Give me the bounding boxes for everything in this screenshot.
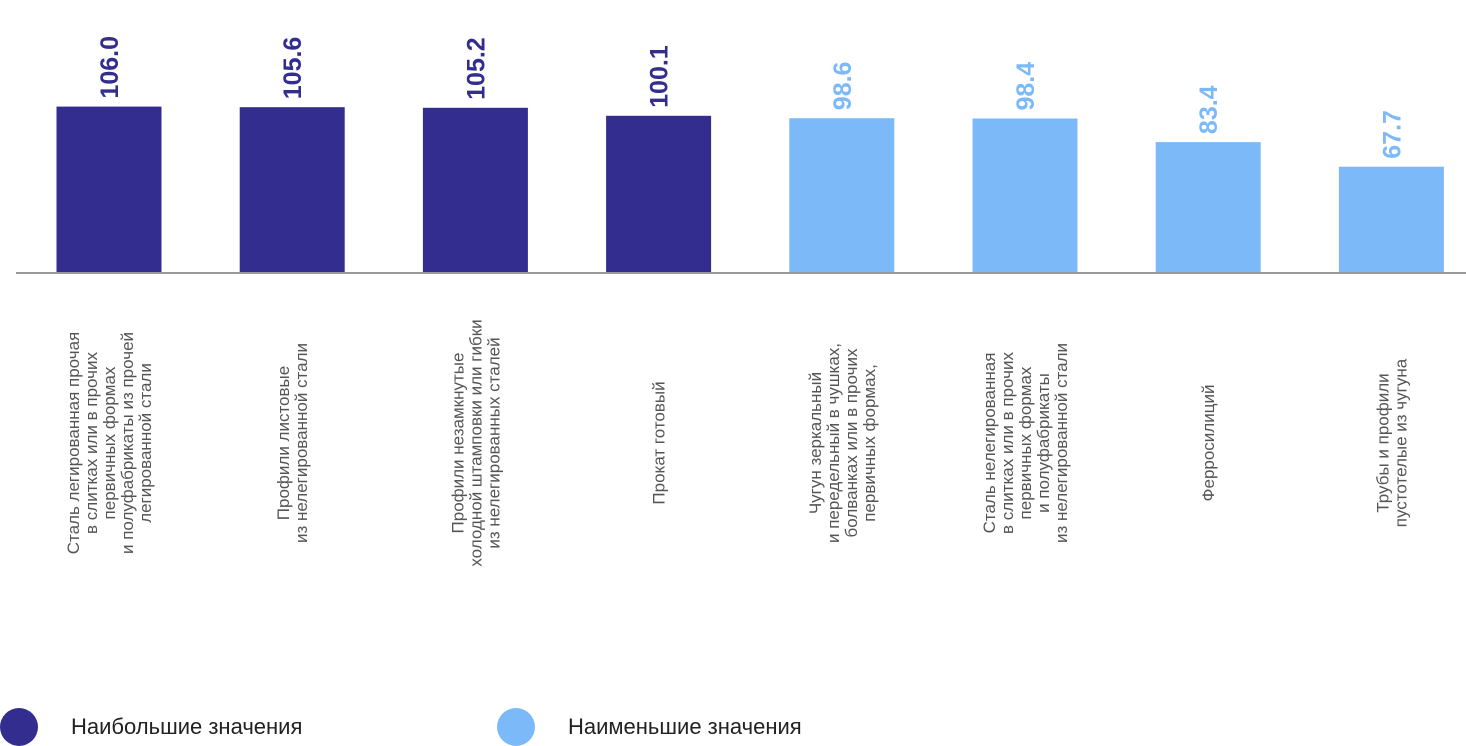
svg-text:первичных формах: первичных формах <box>1016 366 1035 519</box>
svg-text:Прокат готовый: Прокат готовый <box>650 381 669 504</box>
category-label-8: Трубы и профили пустотелые из чугуна <box>1373 358 1410 527</box>
svg-text:Профили незамкнутые: Профили незамкнутые <box>448 353 467 534</box>
legend-item-high: Наибольшие значения <box>0 708 302 746</box>
category-label-6: Сталь нелегированная в слитках или в проч… <box>980 343 1071 543</box>
bar-6 <box>972 118 1078 273</box>
bar-3 <box>422 107 528 273</box>
svg-text:из нелегированной стали: из нелегированной стали <box>292 343 311 543</box>
svg-text:легированной стали: легированной стали <box>136 363 155 523</box>
category-label-2: Профили листовые из нелегированной стали <box>274 343 311 543</box>
svg-text:из нелегированных сталей: из нелегированных сталей <box>484 337 503 548</box>
svg-text:Сталь нелегированная: Сталь нелегированная <box>980 353 999 534</box>
svg-text:первичных формах,: первичных формах, <box>860 364 879 522</box>
bar-5 <box>789 118 895 273</box>
legend-swatch-high <box>0 708 38 746</box>
svg-text:пустотелые из чугуна: пустотелые из чугуна <box>1391 358 1410 527</box>
value-label-4: 100.1 <box>646 45 674 108</box>
legend: Наибольшие значения Наименьшие значения <box>0 708 1466 746</box>
legend-label-low: Наименьшие значения <box>568 714 802 739</box>
value-label-1: 106.0 <box>96 36 124 99</box>
svg-text:Трубы и профили: Трубы и профили <box>1373 373 1392 512</box>
bar-4 <box>606 115 712 273</box>
svg-text:и передельный в чушках,: и передельный в чушках, <box>824 343 843 543</box>
bar-1 <box>56 106 162 273</box>
category-label-3: Профили незамкнутые холодной штамповки ил… <box>448 319 503 566</box>
legend-swatch-low <box>497 708 535 746</box>
svg-text:и полуфабрикаты из прочей: и полуфабрикаты из прочей <box>118 332 137 554</box>
category-label-7: Ферросилиций <box>1199 385 1218 502</box>
svg-text:и полуфабрикаты: и полуфабрикаты <box>1034 373 1053 513</box>
svg-text:болванках или в прочих: болванках или в прочих <box>842 348 861 537</box>
svg-text:Ферросилиций: Ферросилиций <box>1199 385 1218 502</box>
svg-text:первичных формах: первичных формах <box>100 366 119 519</box>
value-label-6: 98.4 <box>1012 62 1040 111</box>
svg-text:Сталь легированная прочая: Сталь легированная прочая <box>64 332 83 555</box>
svg-text:из нелегированной стали: из нелегированной стали <box>1052 343 1071 543</box>
value-label-3: 105.2 <box>462 37 490 100</box>
category-label-5: Чугун зеркальный и передельный в чушках, б… <box>806 343 879 543</box>
value-label-2: 105.6 <box>279 37 307 100</box>
legend-item-low: Наименьшие значения <box>497 708 802 746</box>
value-label-7: 83.4 <box>1195 85 1223 134</box>
category-label-1: Сталь легированная прочая в слитках или в… <box>64 332 155 555</box>
bar-8 <box>1338 166 1444 273</box>
svg-text:Профили листовые: Профили листовые <box>274 366 293 520</box>
value-label-5: 98.6 <box>829 62 857 111</box>
value-label-8: 67.7 <box>1378 110 1406 159</box>
svg-text:в слитках или в прочих: в слитках или в прочих <box>82 352 101 534</box>
bar-7 <box>1155 142 1261 273</box>
svg-text:в слитках или в прочих: в слитках или в прочих <box>998 352 1017 534</box>
legend-label-high: Наибольшие значения <box>71 714 303 739</box>
svg-text:холодной штамповки или гибки: холодной штамповки или гибки <box>466 319 485 566</box>
bar-2 <box>239 107 345 273</box>
category-label-4: Прокат готовый <box>650 381 669 504</box>
svg-text:Чугун зеркальный: Чугун зеркальный <box>806 372 825 514</box>
